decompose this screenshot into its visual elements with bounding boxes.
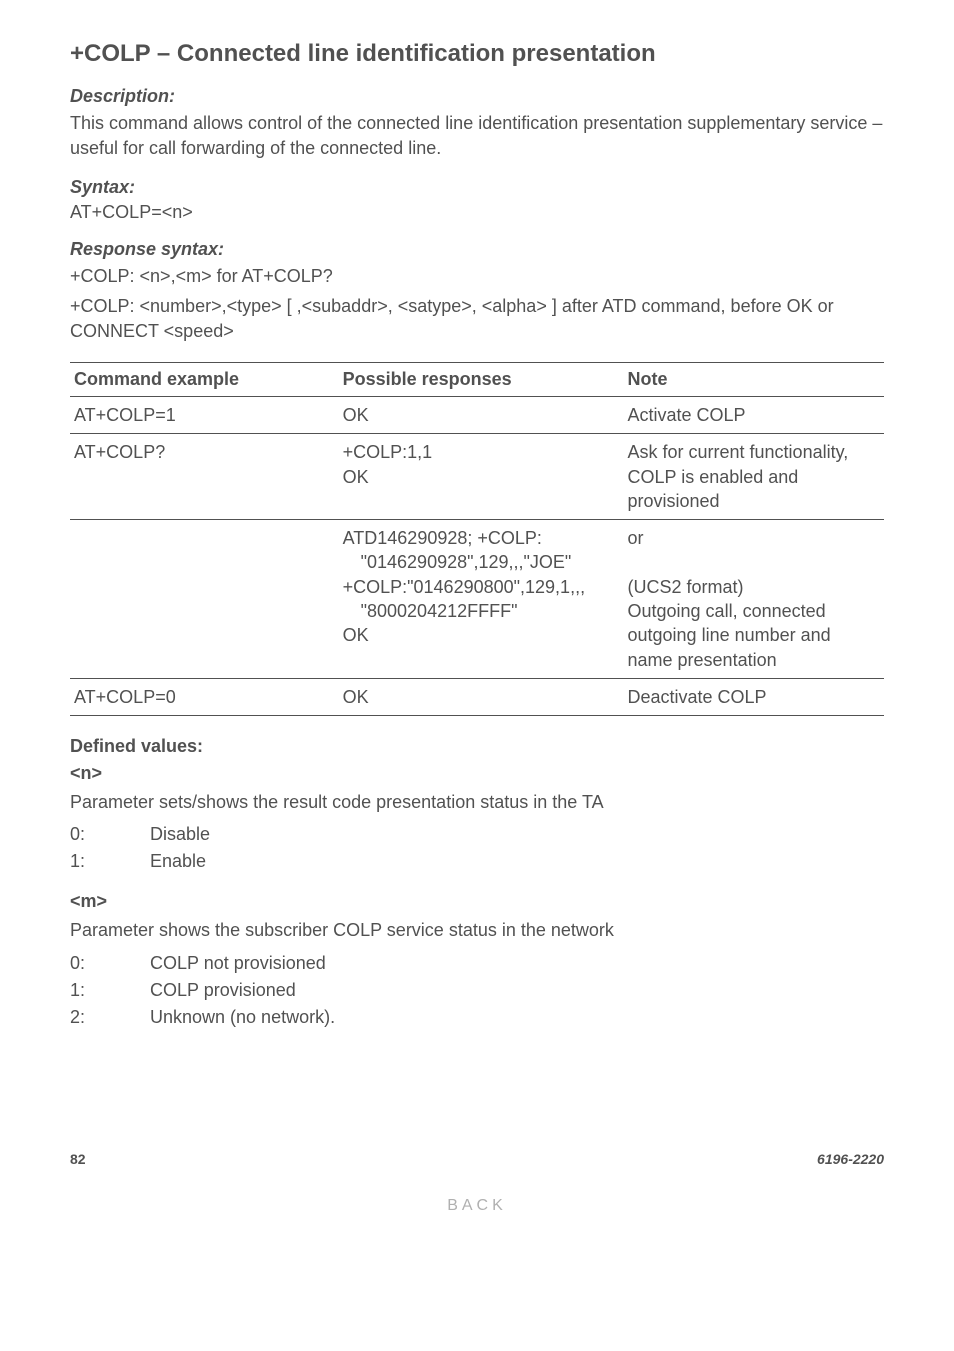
- syntax-text: AT+COLP=<n>: [70, 202, 884, 223]
- page-content: +COLP – Connected line identification pr…: [0, 0, 954, 1245]
- param-m-label: <m>: [70, 891, 884, 912]
- list-key: 1:: [70, 977, 150, 1004]
- table-row: AT+COLP=0 OK Deactivate COLP: [70, 678, 884, 715]
- syntax-heading: Syntax:: [70, 177, 884, 198]
- cell-resp: +COLP:1,1 OK: [339, 434, 624, 520]
- param-n-label: <n>: [70, 763, 884, 784]
- section-title: +COLP – Connected line identification pr…: [70, 40, 884, 68]
- table-row: ATD146290928; +COLP: "0146290928",129,,,…: [70, 520, 884, 679]
- list-key: 2:: [70, 1004, 150, 1031]
- list-item: 1: Enable: [70, 848, 884, 875]
- command-table: Command example Possible responses Note …: [70, 362, 884, 716]
- cell-resp: OK: [339, 396, 624, 433]
- back-link[interactable]: BACK: [70, 1197, 884, 1215]
- list-val: COLP provisioned: [150, 977, 884, 1004]
- list-item: 2: Unknown (no network).: [70, 1004, 884, 1031]
- list-val: COLP not provisioned: [150, 950, 884, 977]
- list-key: 0:: [70, 821, 150, 848]
- response-syntax-heading: Response syntax:: [70, 239, 884, 260]
- list-key: 1:: [70, 848, 150, 875]
- list-val: Enable: [150, 848, 884, 875]
- cell-cmd: [70, 520, 339, 679]
- response-syntax-line1: +COLP: <n>,<m> for AT+COLP?: [70, 264, 884, 289]
- cell-resp: ATD146290928; +COLP: "0146290928",129,,,…: [339, 520, 624, 679]
- cell-cmd: AT+COLP=0: [70, 678, 339, 715]
- th-command: Command example: [70, 362, 339, 396]
- cell-note: Activate COLP: [624, 396, 885, 433]
- table-row: AT+COLP=1 OK Activate COLP: [70, 396, 884, 433]
- description-text: This command allows control of the conne…: [70, 111, 884, 161]
- page-number: 82: [70, 1151, 86, 1167]
- list-item: 0: COLP not provisioned: [70, 950, 884, 977]
- list-val: Disable: [150, 821, 884, 848]
- doc-id: 6196-2220: [817, 1151, 884, 1167]
- th-note: Note: [624, 362, 885, 396]
- list-item: 0: Disable: [70, 821, 884, 848]
- cell-note: or (UCS2 format) Outgoing call, connecte…: [624, 520, 885, 679]
- list-val: Unknown (no network).: [150, 1004, 884, 1031]
- th-responses: Possible responses: [339, 362, 624, 396]
- page-footer: 82 6196-2220: [70, 1151, 884, 1167]
- list-item: 1: COLP provisioned: [70, 977, 884, 1004]
- table-row: AT+COLP? +COLP:1,1 OK Ask for current fu…: [70, 434, 884, 520]
- cell-cmd: AT+COLP?: [70, 434, 339, 520]
- cell-note: Ask for current functionality, COLP is e…: [624, 434, 885, 520]
- param-n-desc: Parameter sets/shows the result code pre…: [70, 790, 884, 815]
- description-heading: Description:: [70, 86, 884, 107]
- param-m-desc: Parameter shows the subscriber COLP serv…: [70, 918, 884, 943]
- cell-cmd: AT+COLP=1: [70, 396, 339, 433]
- cell-note: Deactivate COLP: [624, 678, 885, 715]
- defined-values-heading: Defined values:: [70, 736, 884, 757]
- cell-resp: OK: [339, 678, 624, 715]
- response-syntax-line2: +COLP: <number>,<type> [ ,<subaddr>, <sa…: [70, 294, 884, 344]
- list-key: 0:: [70, 950, 150, 977]
